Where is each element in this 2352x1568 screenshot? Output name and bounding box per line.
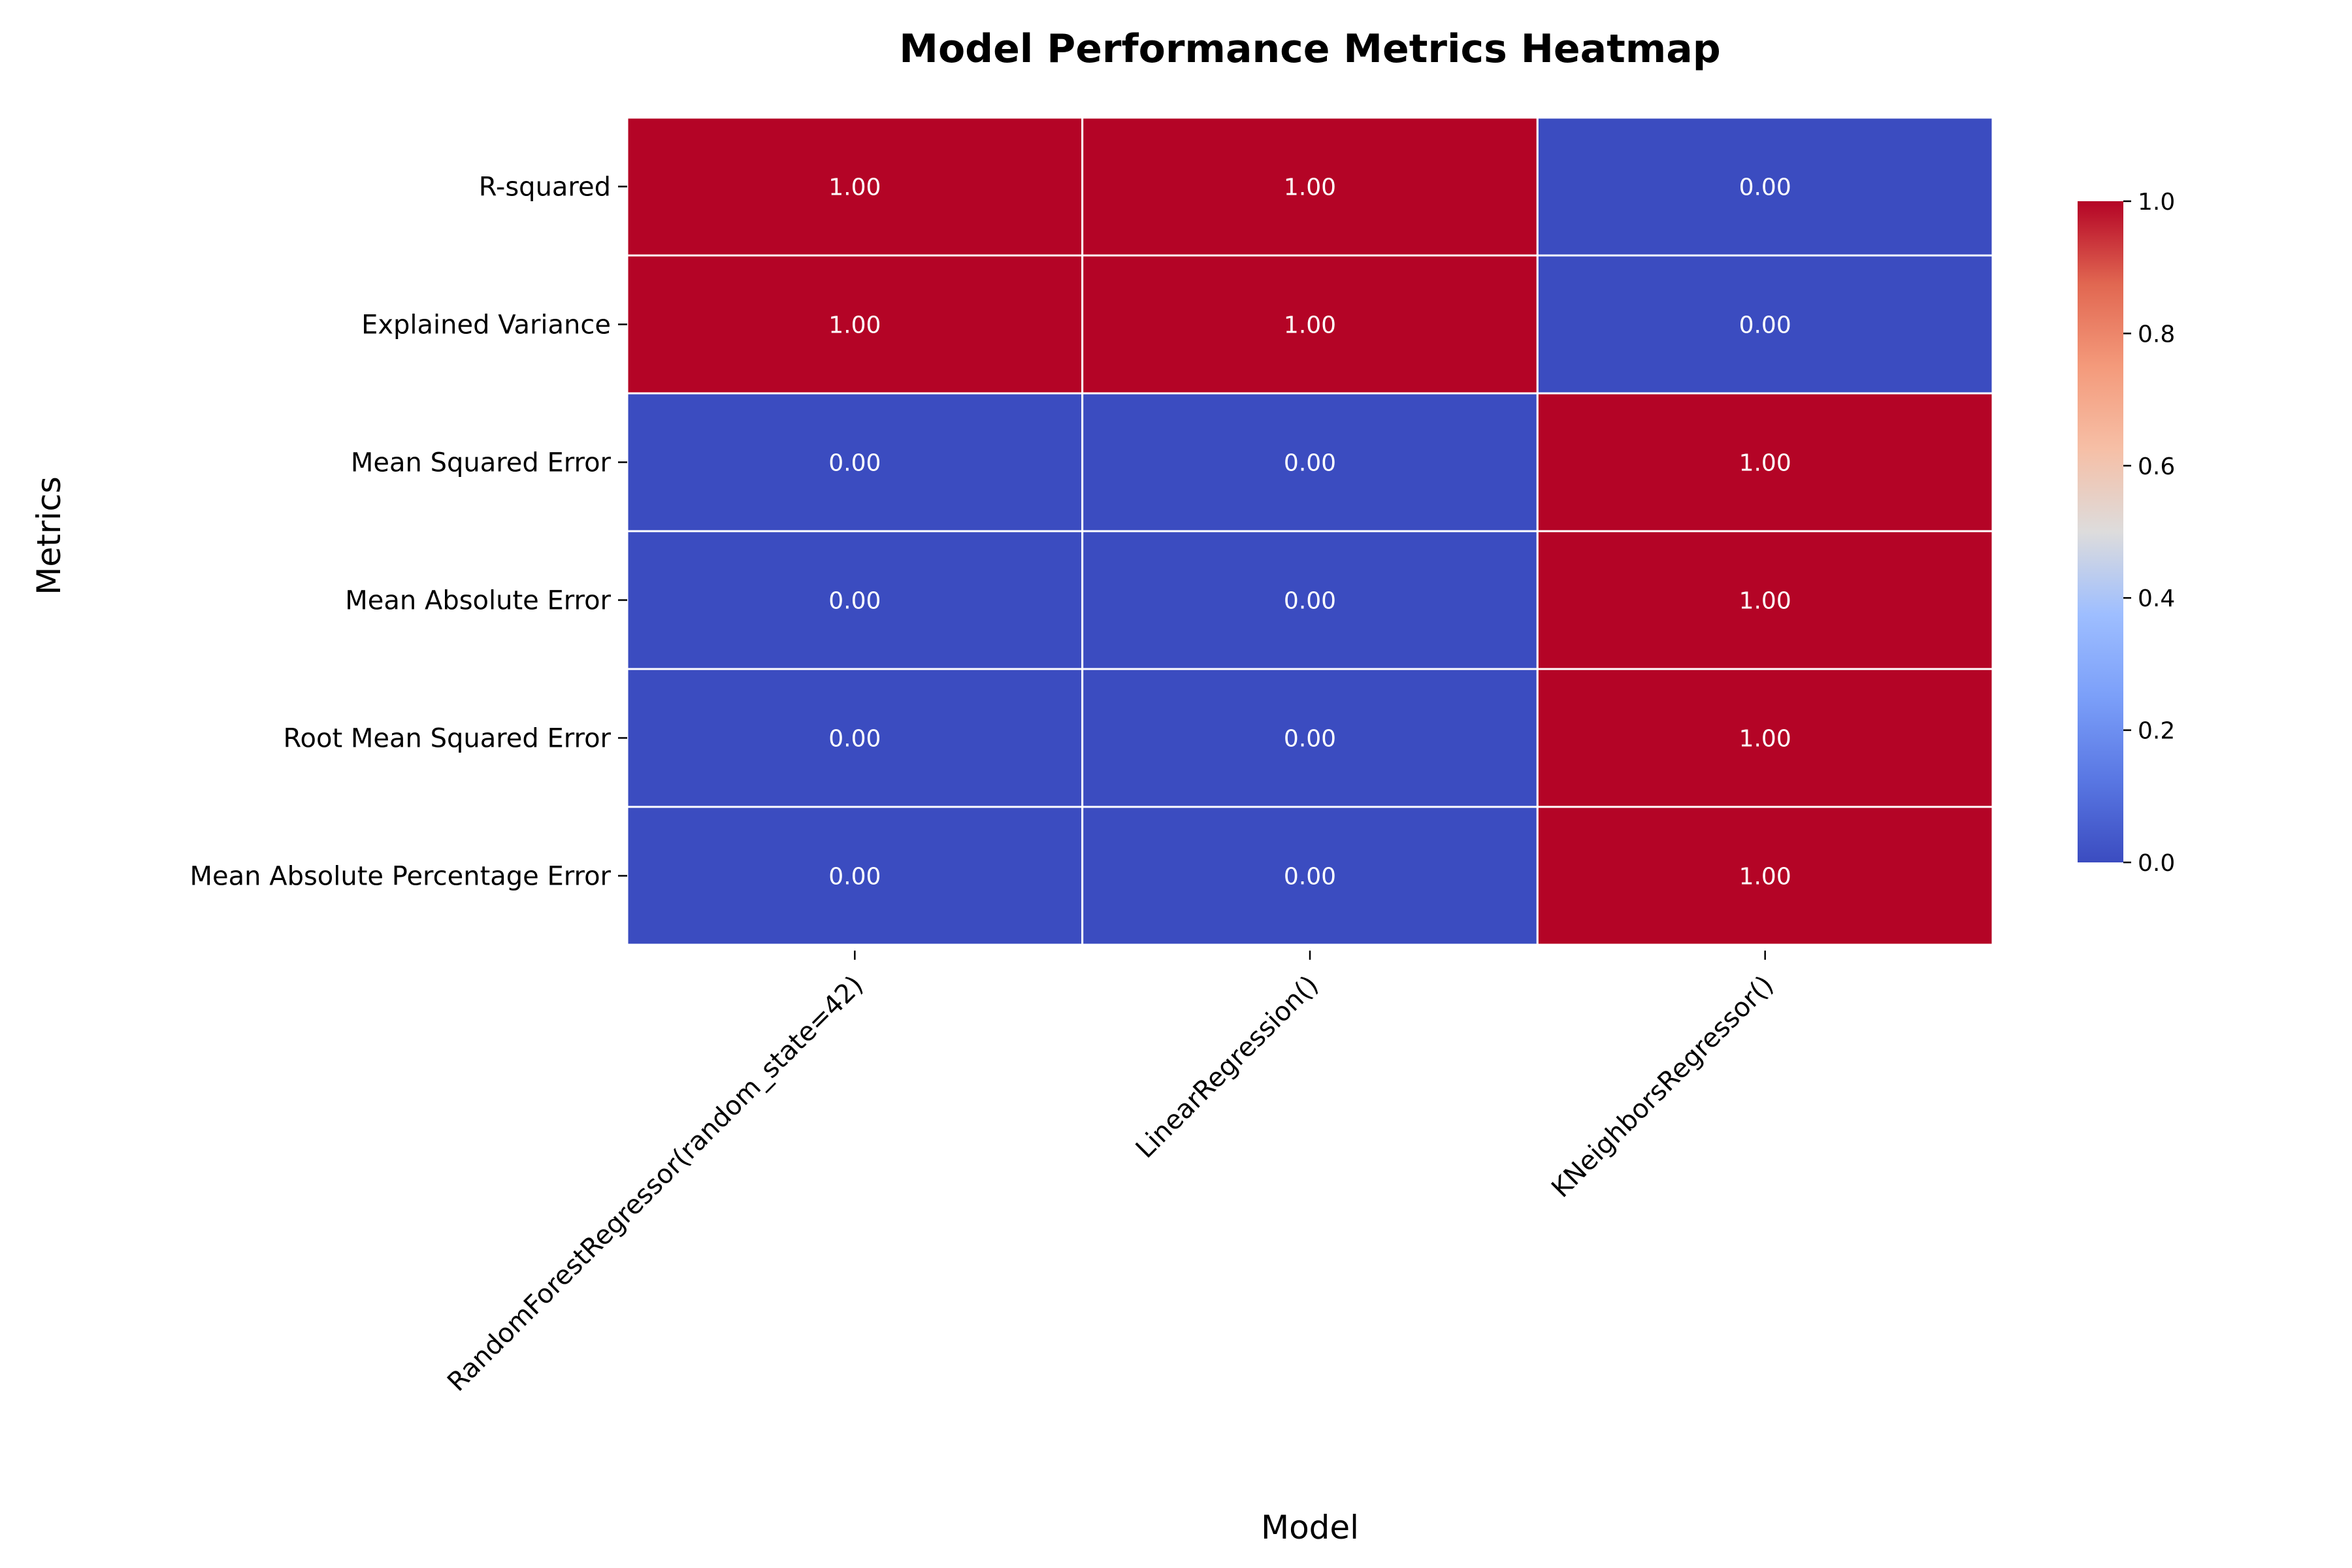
heatmap-cell: [1536, 116, 1994, 257]
y-axis-label: Metrics: [30, 476, 68, 595]
y-tick-label: Mean Squared Error: [351, 448, 612, 478]
colorbar-tick-label: 0.4: [2138, 585, 2175, 612]
y-tick-label: Explained Variance: [361, 310, 611, 340]
heatmap-cell: [626, 116, 1084, 257]
heatmap-cell: [626, 530, 1084, 670]
chart-title: Model Performance Metrics Heatmap: [899, 26, 1721, 72]
colorbar: 0.0 0.2 0.4 0.6 0.8 1.0: [2078, 189, 2175, 877]
heatmap-cell: [1536, 530, 1994, 670]
colorbar-ticks: 0.0 0.2 0.4 0.6 0.8 1.0: [2123, 189, 2175, 877]
cell-value-label: 1.00: [1739, 450, 1791, 477]
colorbar-gradient: [2078, 201, 2123, 862]
heatmap-cell: [1081, 392, 1539, 532]
y-tick-label: Root Mean Squared Error: [284, 724, 612, 754]
cell-value-label: 1.00: [1739, 864, 1791, 890]
y-tick-label: Mean Absolute Percentage Error: [190, 862, 612, 892]
cell-value-label: 0.00: [828, 864, 881, 890]
cell-value-label: 1.00: [828, 312, 881, 339]
x-axis-ticks: RandomForestRegressor(random_state=42) Li…: [442, 951, 1780, 1397]
colorbar-tick-label: 0.2: [2138, 718, 2175, 745]
heatmap-cell: [626, 254, 1084, 395]
cell-value-label: 1.00: [1284, 312, 1336, 339]
colorbar-tick-label: 0.8: [2138, 321, 2175, 348]
heatmap-cell: [1081, 806, 1539, 946]
cell-value-labels: 1.00 1.00 0.00 1.00 1.00 0.00 0.00 0.00 1.00 0.00…: [828, 174, 1791, 890]
cell-value-label: 0.00: [828, 588, 881, 615]
x-tick-label: LinearRegression(): [1130, 970, 1324, 1164]
heatmap-grid: [626, 116, 1994, 946]
x-axis-label: Model: [1261, 1509, 1359, 1546]
heatmap-cell: [1081, 254, 1539, 395]
cell-value-label: 0.00: [1739, 312, 1791, 339]
y-tick-label: R-squared: [479, 172, 611, 203]
colorbar-tick-label: 0.6: [2138, 453, 2175, 480]
cell-value-label: 0.00: [1284, 450, 1336, 477]
cell-value-label: 0.00: [1284, 864, 1336, 890]
cell-value-label: 0.00: [828, 450, 881, 477]
heatmap-cell: [626, 668, 1084, 808]
cell-value-label: 0.00: [1284, 588, 1336, 615]
cell-value-label: 0.00: [828, 726, 881, 753]
heatmap-cell: [1081, 116, 1539, 257]
heatmap-cell: [1536, 668, 1994, 808]
x-tick-label: KNeighborsRegressor(): [1546, 970, 1780, 1204]
heatmap-cell: [1081, 668, 1539, 808]
x-tick-label: RandomForestRegressor(random_state=42): [442, 970, 869, 1397]
cell-value-label: 1.00: [1284, 174, 1336, 201]
heatmap-cell: [1536, 254, 1994, 395]
colorbar-tick-label: 0.0: [2138, 850, 2175, 877]
heatmap-cell: [1536, 806, 1994, 946]
cell-value-label: 1.00: [828, 174, 881, 201]
y-axis-ticks: R-squared Explained Variance Mean Squared …: [190, 172, 627, 892]
cell-value-label: 1.00: [1739, 588, 1791, 615]
cell-value-label: 1.00: [1739, 726, 1791, 753]
cell-value-label: 0.00: [1284, 726, 1336, 753]
y-tick-label: Mean Absolute Error: [345, 586, 611, 616]
colorbar-tick-label: 1.0: [2138, 189, 2175, 216]
cell-value-label: 0.00: [1739, 174, 1791, 201]
